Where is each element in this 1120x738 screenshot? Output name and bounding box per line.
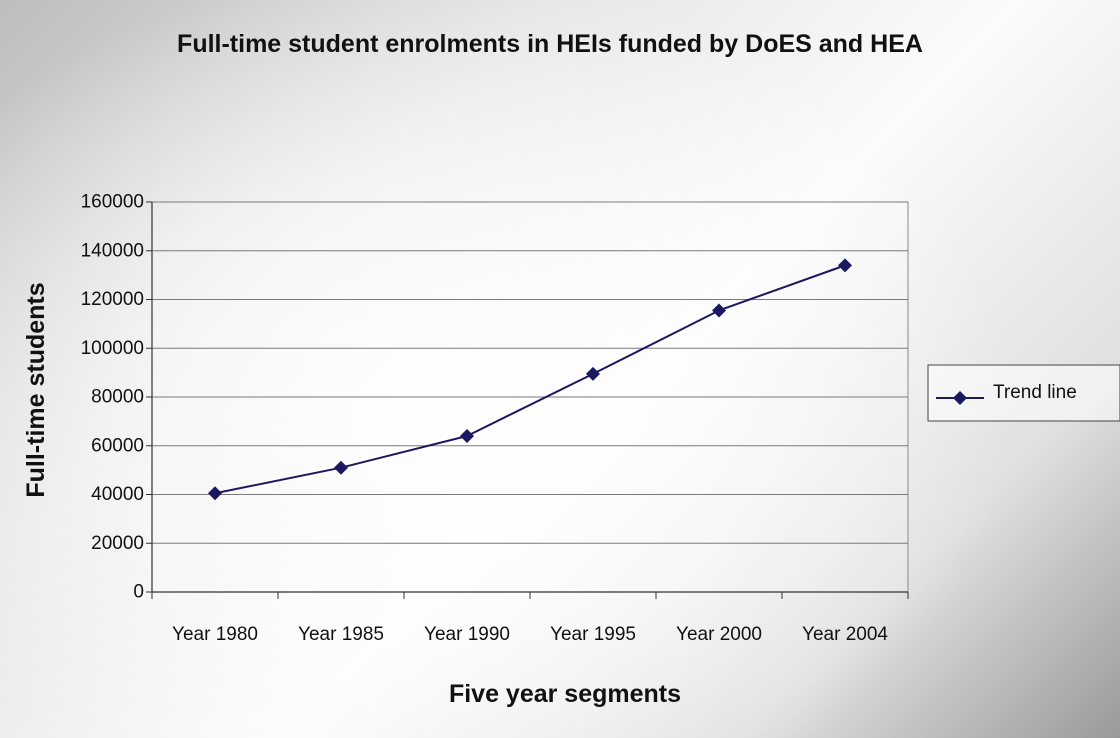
- y-axis-title: Full-time students: [22, 282, 50, 497]
- x-tick-label-6: Year 2004: [802, 624, 888, 645]
- x-tick-label-3: Year 1990: [424, 624, 510, 645]
- y-tick-label-20000: 20000: [91, 533, 144, 554]
- series-layer: [208, 258, 852, 501]
- x-tick-label-2: Year 1985: [298, 624, 384, 645]
- grid-lines: [152, 201, 908, 544]
- legend-label-trend-line: Trend line: [993, 382, 1077, 403]
- x-tick-label-5: Year 2000: [676, 624, 762, 645]
- x-axis-ticks: Year 1980 Year 1985 Year 1990 Year 1995 Year…: [151, 591, 909, 645]
- series-line-0: [214, 264, 846, 495]
- data-point-5: [712, 303, 726, 318]
- y-tick-label-140000: 140000: [81, 240, 144, 261]
- x-axis-title: Five year segments: [449, 680, 681, 708]
- legend: Trend line: [927, 364, 1120, 422]
- y-tick-label-100000: 100000: [81, 338, 144, 359]
- data-point-2: [334, 460, 348, 475]
- x-tick-label-1: Year 1980: [172, 624, 258, 645]
- data-point-1: [208, 486, 222, 501]
- y-tick-label-80000: 80000: [91, 387, 144, 408]
- y-tick-label-160000: 160000: [81, 192, 144, 213]
- data-point-3: [460, 429, 474, 443]
- y-tick-label-40000: 40000: [91, 484, 144, 505]
- legend-marker: [953, 391, 967, 405]
- y-tick-label-120000: 120000: [81, 289, 144, 310]
- data-point-6: [838, 258, 852, 273]
- x-tick-label-4: Year 1995: [550, 624, 636, 645]
- y-axis-ticks: 0 20000 40000 60000 80000 100000 120000 140000 1…: [81, 192, 153, 603]
- y-tick-label-0: 0: [133, 582, 144, 603]
- data-point-4: [586, 366, 600, 381]
- chart-title: Full-time student enrolments in HEIs fun…: [177, 30, 923, 58]
- y-tick-label-60000: 60000: [91, 435, 144, 456]
